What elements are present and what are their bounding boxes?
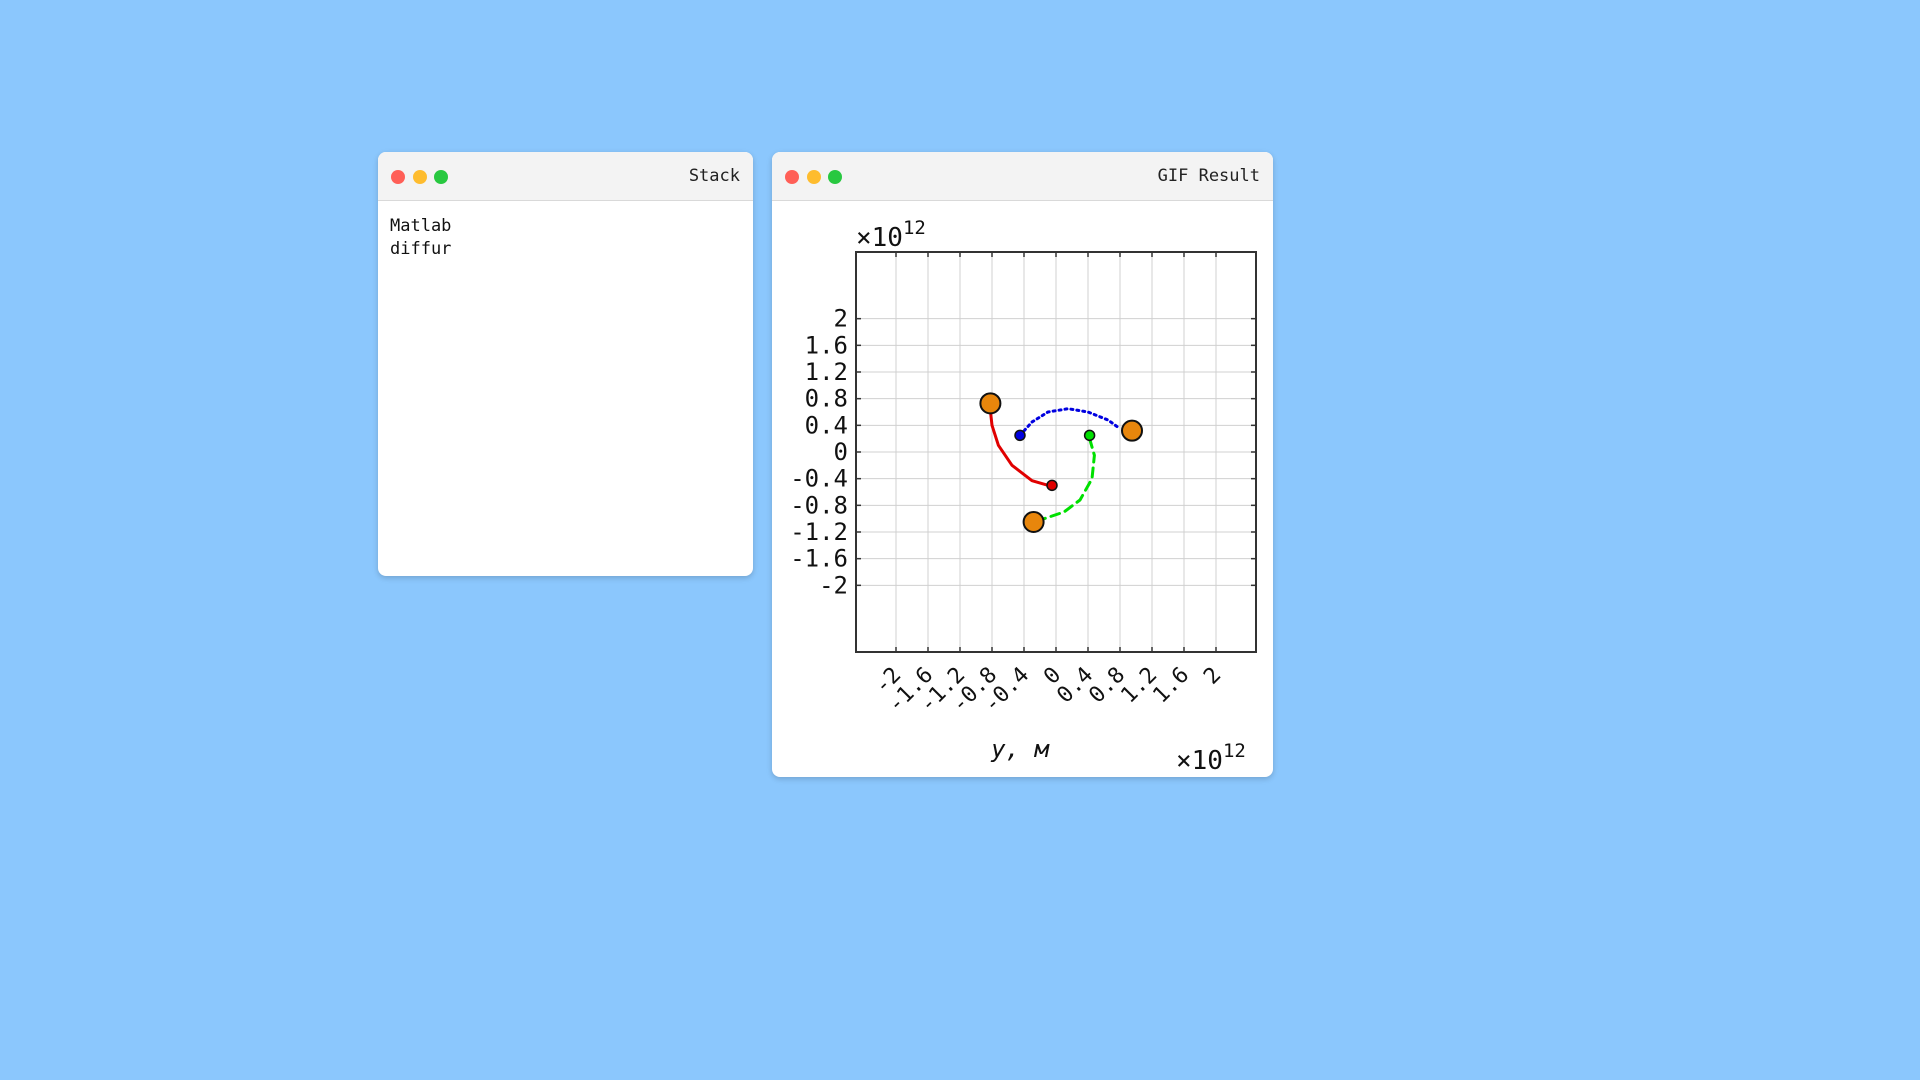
- stack-item: Matlab: [390, 216, 452, 236]
- y-tick-label: -1.2: [790, 518, 848, 546]
- y-tick-label: 1.2: [805, 358, 848, 386]
- gif-titlebar[interactable]: GIF Result: [772, 152, 1273, 201]
- x-tick-labels: -2-1.6-1.2-0.8-0.4 00.40.81.21.6 2: [870, 663, 1226, 718]
- y-tick-label: -2: [819, 571, 848, 599]
- y-tick-label: -1.6: [790, 545, 848, 573]
- y-exponent: ×1012: [856, 217, 926, 253]
- start-point-marker: [1083, 429, 1096, 442]
- y-tick-label: 0.4: [805, 411, 848, 439]
- x-tick-label: 1.6: [1148, 663, 1194, 709]
- y-tick-label: -0.8: [790, 491, 848, 519]
- minimize-button[interactable]: [413, 170, 427, 184]
- x-tick-label: 2: [1199, 663, 1226, 690]
- body-marker: [1121, 419, 1143, 442]
- minimize-button[interactable]: [807, 170, 821, 184]
- stack-window: Stack Matlab diffur: [378, 152, 753, 576]
- gif-result-window: GIF Result 2 1.6 1.2 0.8 0.4 0 -0.4 -0.8 -1.2 -1.…: [772, 152, 1273, 777]
- markers: [979, 392, 1143, 533]
- trajectory-line: [988, 409, 1054, 489]
- x-exponent: ×1012: [1176, 740, 1246, 776]
- y-tick-label: 1.6: [805, 331, 848, 359]
- trajectory-line: [1018, 407, 1122, 437]
- close-button[interactable]: [785, 170, 799, 184]
- trajectory-line: [1042, 437, 1096, 521]
- x-axis-label: y, м: [990, 735, 1050, 763]
- start-point-marker: [1014, 429, 1026, 442]
- zoom-button[interactable]: [828, 170, 842, 184]
- grid-lines: [856, 252, 1256, 652]
- window-title: Stack: [688, 166, 740, 186]
- body-marker: [1022, 511, 1045, 533]
- body-marker: [979, 392, 1002, 415]
- tick-marks: [856, 252, 1256, 652]
- plot-area: 2 1.6 1.2 0.8 0.4 0 -0.4 -0.8 -1.2 -1.6 -2 -2 -1.6-…: [772, 201, 1273, 777]
- close-button[interactable]: [391, 170, 405, 184]
- y-tick-label: 2: [834, 305, 848, 333]
- start-point-marker: [1046, 479, 1058, 492]
- stack-titlebar[interactable]: Stack: [378, 152, 753, 201]
- stack-item: diffur: [390, 239, 452, 259]
- y-tick-label: 0: [834, 438, 848, 466]
- orbit-chart: 21.61.20.80.40-0.4-0.8-1.2-1.6-2 -2-1.6-…: [790, 217, 1257, 776]
- y-tick-label: -0.4: [790, 465, 848, 493]
- stack-content: Matlab diffur: [378, 201, 753, 275]
- y-tick-label: 0.8: [805, 385, 848, 413]
- window-title: GIF Result: [1157, 166, 1260, 186]
- zoom-button[interactable]: [434, 170, 448, 184]
- y-tick-labels: 21.61.20.80.40-0.4-0.8-1.2-1.6-2: [790, 305, 848, 600]
